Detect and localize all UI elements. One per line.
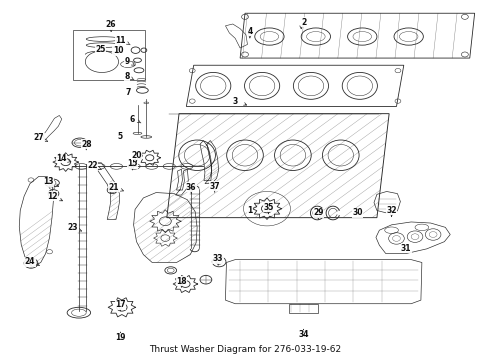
Text: 20: 20 — [131, 151, 142, 160]
Text: 25: 25 — [96, 45, 106, 54]
Text: 22: 22 — [87, 161, 98, 170]
Text: 33: 33 — [213, 255, 223, 264]
Text: 1: 1 — [247, 206, 252, 215]
Text: 15: 15 — [127, 159, 138, 168]
Text: 4: 4 — [247, 27, 252, 36]
Text: 32: 32 — [386, 206, 397, 215]
Text: 37: 37 — [209, 181, 220, 190]
Text: 36: 36 — [186, 183, 196, 192]
Text: 3: 3 — [233, 96, 238, 105]
Text: 6: 6 — [130, 114, 135, 123]
Text: 28: 28 — [81, 140, 92, 149]
Text: 27: 27 — [33, 133, 44, 142]
Text: 11: 11 — [115, 36, 125, 45]
Text: 12: 12 — [47, 192, 57, 201]
Text: 29: 29 — [313, 208, 323, 217]
Text: 31: 31 — [401, 244, 412, 253]
Text: 9: 9 — [124, 57, 129, 66]
Text: 14: 14 — [56, 154, 67, 163]
Text: 23: 23 — [68, 223, 78, 232]
Text: 26: 26 — [106, 20, 116, 29]
Text: 30: 30 — [352, 208, 363, 217]
Text: 7: 7 — [125, 87, 130, 96]
Text: 24: 24 — [25, 257, 35, 266]
Text: 21: 21 — [109, 183, 119, 192]
Bar — [73, 30, 146, 80]
Text: 13: 13 — [43, 177, 53, 186]
Text: 18: 18 — [176, 276, 187, 285]
Text: 35: 35 — [263, 203, 273, 212]
Text: 10: 10 — [113, 46, 123, 55]
Text: 8: 8 — [124, 72, 129, 81]
Text: 17: 17 — [115, 300, 126, 309]
Text: 34: 34 — [298, 330, 309, 339]
Text: Thrust Washer Diagram for 276-033-19-62: Thrust Washer Diagram for 276-033-19-62 — [149, 345, 341, 354]
Text: 2: 2 — [301, 18, 306, 27]
Text: 19: 19 — [115, 333, 125, 342]
Text: 5: 5 — [118, 132, 123, 141]
